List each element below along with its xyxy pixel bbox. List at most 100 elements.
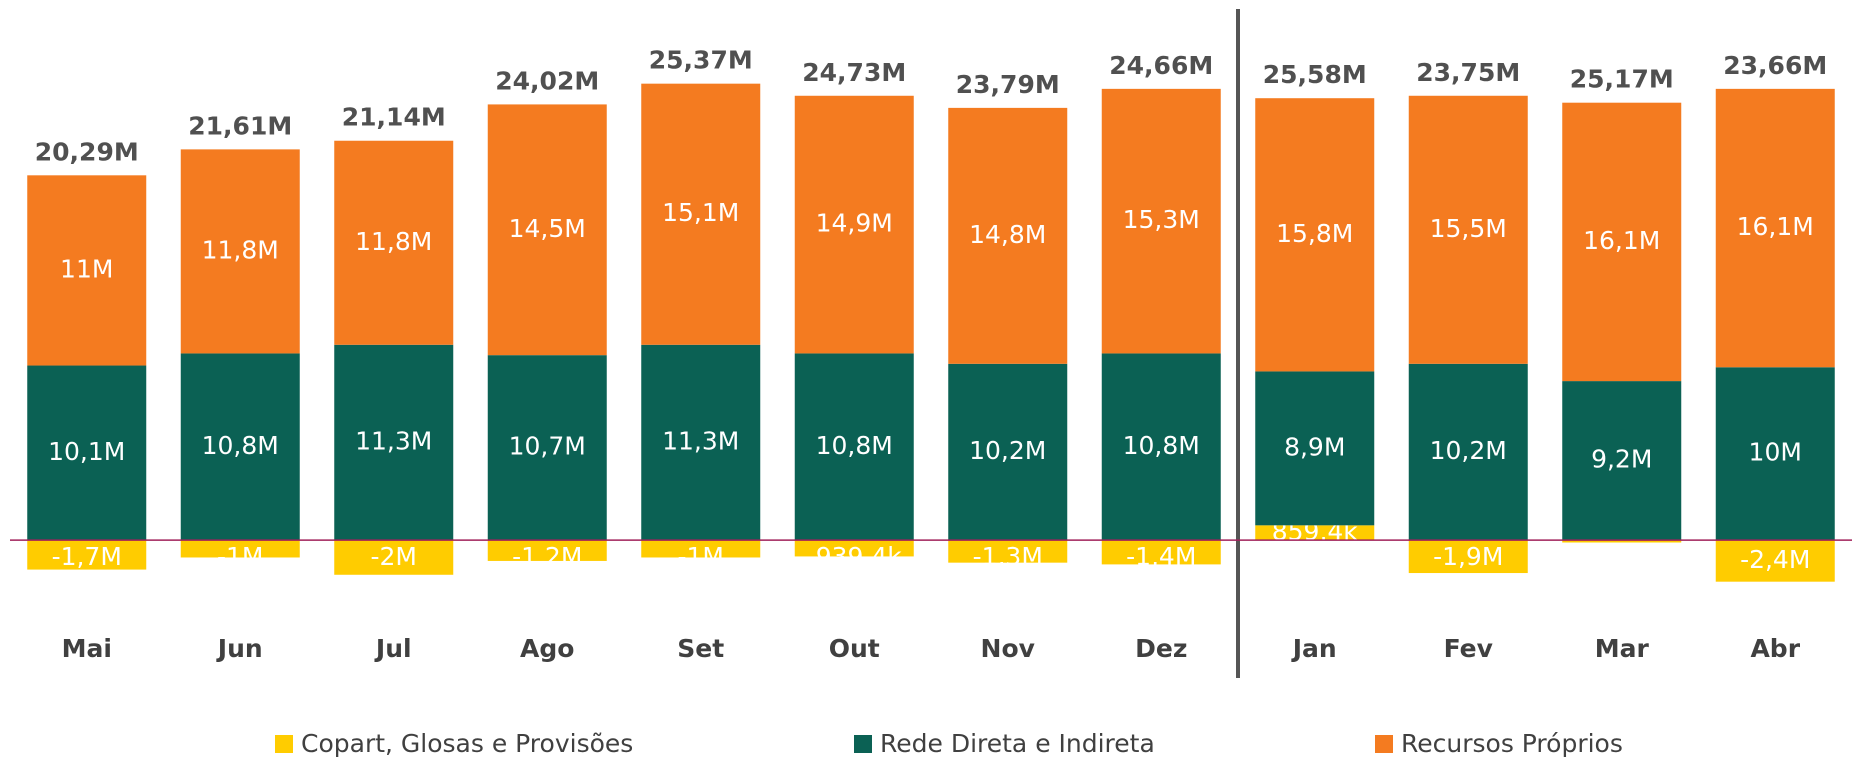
bar-segment [1562,381,1682,541]
value-label: 10,8M [816,431,893,460]
legend-swatch [275,735,293,753]
value-label: -2M [371,542,418,571]
bar-segment [1715,88,1835,368]
bar-segment [794,95,914,354]
x-tick-label: Mai [62,634,112,663]
x-tick-label: Jun [216,634,263,663]
x-tick-label: Ago [520,634,574,663]
value-label: -939,4k [807,542,903,571]
bar-segment [1101,540,1221,565]
value-label: 11,3M [355,426,432,455]
value-label: 10,2M [969,436,1046,465]
bar-segment [487,355,607,541]
bar-segment [180,353,300,541]
total-label: 24,66M [1109,51,1213,80]
x-tick-label: Mar [1595,634,1650,663]
total-label: 23,66M [1723,51,1827,80]
bar-segment [1408,95,1528,364]
x-tick-label: Dez [1135,634,1187,663]
total-label: 25,17M [1570,65,1674,94]
bar-segment [487,104,607,356]
value-label: 15,3M [1123,205,1200,234]
total-label: 23,75M [1416,58,1520,87]
bar-segment [641,344,761,541]
x-tick-label: Abr [1750,634,1800,663]
total-label: 20,29M [35,137,139,166]
bar-segment [1408,363,1528,541]
value-label: -1,7M [52,542,122,571]
value-label: 15,1M [662,198,739,227]
total-label: 25,58M [1263,60,1367,89]
x-tick-label: Jul [374,634,412,663]
legend-label: Rede Direta e Indireta [880,729,1155,758]
value-label: 14,9M [816,209,893,238]
total-label: 25,37M [649,46,753,75]
value-label: 8,9M [1284,432,1345,461]
value-label: 15,8M [1276,219,1353,248]
x-tick-label: Fev [1444,634,1493,663]
bar-segment [180,149,300,354]
legend-swatch [1375,735,1393,753]
value-label: 14,5M [509,214,586,243]
x-tick-label: Jan [1291,634,1337,663]
value-label: 11,8M [202,235,279,264]
value-label: -1,4M [1126,542,1196,571]
legend-label: Recursos Próprios [1401,729,1623,758]
value-label: 10,8M [1123,431,1200,460]
total-label: 24,02M [495,66,599,95]
bar-segment [948,363,1068,541]
total-label: 21,61M [188,111,292,140]
total-label: 23,79M [956,70,1060,99]
total-label: 24,73M [802,58,906,87]
value-label: -1,3M [973,542,1043,571]
value-label: 9,2M [1591,445,1652,474]
value-label: 14,8M [969,220,1046,249]
x-tick-label: Set [677,634,724,663]
bar-segment [27,365,147,541]
x-tick-label: Out [829,634,880,663]
bar-segment [1562,540,1682,543]
bar-segment [180,540,300,558]
bar-segment [948,540,1068,563]
bar-segment [334,140,454,345]
value-label: 16,1M [1583,226,1660,255]
value-label: 10,2M [1430,436,1507,465]
bar-segment [27,540,147,570]
value-label: -134,2k [1574,542,1670,571]
value-label: -1M [678,542,725,571]
bar-segment [794,353,914,541]
value-label: 11M [60,254,113,283]
bar-segment [641,83,761,345]
value-label: 10,7M [509,432,586,461]
value-label: 10,8M [202,431,279,460]
value-label: 15,5M [1430,214,1507,243]
bar-segment [1408,540,1528,574]
value-label: -2,4M [1740,545,1810,574]
value-label: 10M [1749,438,1802,467]
bar-segment [487,540,607,561]
bar-segment [641,540,761,558]
bar-segment [1255,525,1375,541]
bar-segment [1101,88,1221,354]
value-label: 11,8M [355,227,432,256]
value-label: 16,1M [1737,212,1814,241]
bar-segment [948,107,1068,364]
value-label: -1,2M [512,542,582,571]
value-label: -1,9M [1433,542,1503,571]
legend-label: Copart, Glosas e Provisões [301,729,633,758]
bar-segment [1255,371,1375,526]
value-label: -1M [217,542,264,571]
bar-segment [1715,540,1835,582]
value-label: 11,3M [662,426,739,455]
bar-segment [334,540,454,575]
bar-segment [1715,367,1835,541]
total-label: 21,14M [342,103,446,132]
legend-swatch [854,735,872,753]
bar-segment [334,344,454,541]
bar-segment [1562,102,1682,382]
bar-segment [1255,98,1375,372]
bar-segment [1101,353,1221,541]
bar-segment [27,175,147,366]
x-tick-label: Nov [981,634,1035,663]
